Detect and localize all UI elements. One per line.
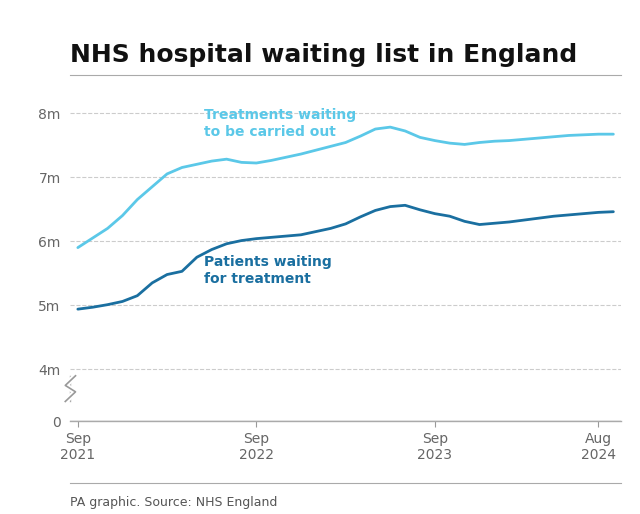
Text: Patients waiting
for treatment: Patients waiting for treatment xyxy=(204,255,332,285)
Text: NHS hospital waiting list in England: NHS hospital waiting list in England xyxy=(70,43,578,67)
Text: Treatments waiting
to be carried out: Treatments waiting to be carried out xyxy=(204,108,356,139)
Text: PA graphic. Source: NHS England: PA graphic. Source: NHS England xyxy=(70,496,278,509)
